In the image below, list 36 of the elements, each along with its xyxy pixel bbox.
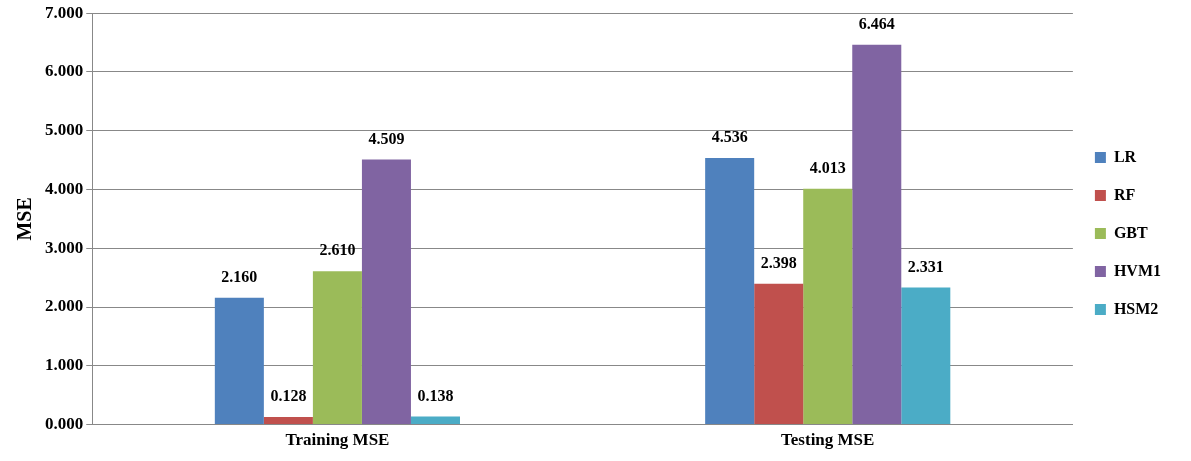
bar <box>901 287 951 425</box>
y-tick-label: 6.000 <box>45 61 84 81</box>
data-label: 2.160 <box>221 267 258 285</box>
y-tick-label: 0.000 <box>45 413 84 433</box>
bar <box>312 271 362 425</box>
y-axis-title: MSE <box>13 197 36 241</box>
data-label: 0.128 <box>270 387 307 405</box>
legend-label: HSM2 <box>1113 299 1159 317</box>
data-label: 6.464 <box>858 14 895 32</box>
bar <box>705 158 755 425</box>
legend-label: RF <box>1113 185 1136 203</box>
data-label: 4.013 <box>809 158 846 176</box>
legend-label: HVM1 <box>1113 261 1162 279</box>
x-tick-label: Training MSE <box>285 430 390 450</box>
bar <box>852 44 902 425</box>
data-label: 0.138 <box>417 386 454 404</box>
y-tick-label: 7.000 <box>45 2 84 22</box>
data-label: 2.331 <box>907 257 944 275</box>
bar <box>410 416 460 425</box>
data-label: 2.398 <box>760 253 797 271</box>
x-tick-label: Testing MSE <box>781 430 875 450</box>
y-tick-label: 3.000 <box>45 237 84 257</box>
bar <box>754 283 804 425</box>
bar <box>803 188 853 425</box>
bar <box>361 159 411 425</box>
data-label: 4.509 <box>368 129 405 147</box>
y-tick-label: 2.000 <box>45 296 84 316</box>
y-tick-label: 5.000 <box>45 120 84 140</box>
y-tick-label: 4.000 <box>45 178 84 198</box>
legend-label: GBT <box>1113 223 1149 241</box>
bar <box>214 297 264 425</box>
data-label: 4.536 <box>711 128 748 146</box>
y-tick-label: 1.000 <box>45 355 84 375</box>
legend-label: LR <box>1113 147 1137 165</box>
data-label: 2.610 <box>319 241 356 259</box>
bar <box>263 417 313 425</box>
